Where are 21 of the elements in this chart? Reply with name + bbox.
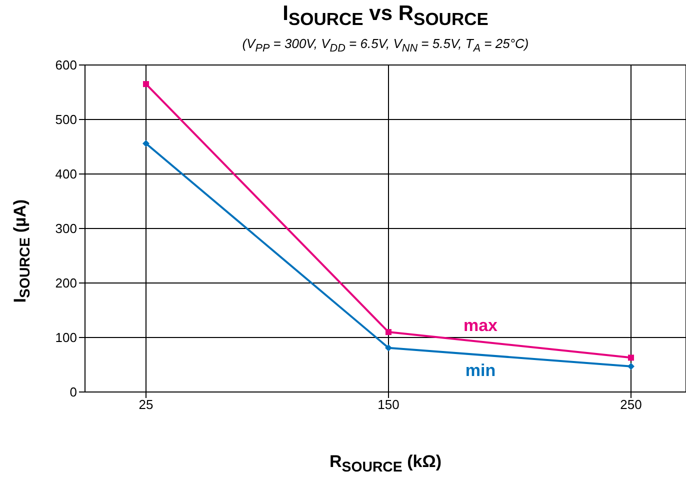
point [628, 354, 634, 361]
text: (V$_{PP}$ = 300V, V$_{DD}$ = 6.5V, V$_{NN}$ = 5.5V, T$_{A}$ = 25°C) [242, 36, 529, 55]
y-tick-label: 500 [55, 112, 77, 128]
series-label: max [463, 316, 498, 336]
point [386, 329, 392, 336]
point [628, 362, 634, 370]
y-tick-label: 200 [55, 276, 77, 291]
x-tick-label: 150 [378, 397, 400, 412]
x-tick-label: 250 [620, 397, 642, 412]
point [142, 140, 150, 147]
y-tick-label: 100 [55, 330, 77, 346]
y-tick-label: 400 [55, 166, 77, 182]
y-tick-label: 0 [70, 384, 77, 400]
y-tick-label: 300 [55, 221, 77, 236]
x-axis-title: R$_{SOURCE}$ (kΩ) [328, 452, 442, 476]
x-tick-label: 25 [138, 397, 154, 412]
point [143, 81, 149, 88]
point [385, 344, 392, 352]
chart-title: I$_{SOURCE}$ vs R$_{SOURCE}$ [282, 2, 490, 30]
series-label: min [465, 360, 496, 380]
y-tick-label: 600 [55, 58, 77, 73]
